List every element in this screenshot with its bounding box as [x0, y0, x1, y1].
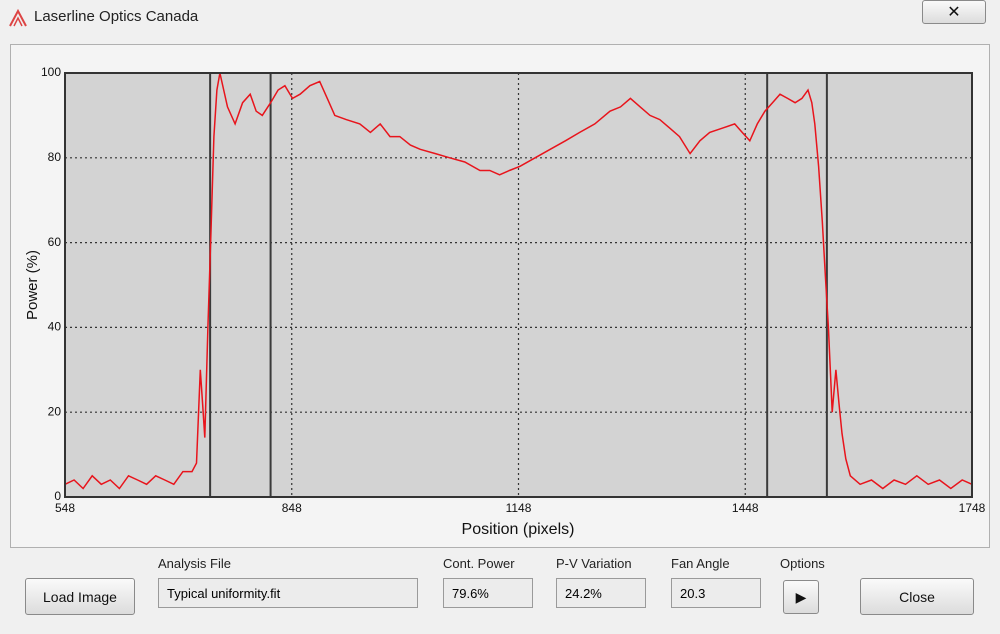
options-button[interactable]: ▶ — [783, 580, 819, 614]
window-title: Laserline Optics Canada — [34, 8, 199, 25]
app-icon — [9, 8, 27, 27]
label: Fan Angle — [671, 556, 730, 571]
load-image-button[interactable]: Load Image — [25, 578, 135, 615]
label: Analysis File — [158, 556, 231, 571]
x-tick-label: 848 — [282, 501, 302, 515]
y-tick-label: 80 — [48, 150, 62, 164]
label: P-V Variation — [556, 556, 632, 571]
plot-frame — [64, 72, 973, 498]
y-tick-label: 100 — [41, 65, 61, 79]
data-line — [64, 72, 973, 490]
y-tick-label: 40 — [48, 320, 62, 334]
chart: Power (%) Position (pixels) 0 20 40 60 80 100… — [24, 65, 986, 538]
label: Options — [780, 556, 825, 571]
y-tick-label: 60 — [48, 235, 62, 249]
y-axis-label: Power (%) — [24, 250, 41, 320]
y-tick-label: 20 — [48, 404, 62, 418]
x-tick-label: 1448 — [732, 501, 759, 515]
analysis-file-field[interactable]: Typical uniformity.fit — [158, 578, 418, 608]
close-window-button[interactable]: ✕ — [922, 0, 986, 24]
cont-power-field: 79.6% — [443, 578, 533, 608]
x-axis-label: Position (pixels) — [462, 521, 575, 538]
pv-variation-field: 24.2% — [556, 578, 646, 608]
x-tick-label: 1748 — [959, 501, 986, 515]
y-tick-label: 0 — [54, 489, 61, 503]
fan-angle-field: 20.3 — [671, 578, 761, 608]
x-tick-label: 1148 — [506, 501, 532, 515]
label: Cont. Power — [443, 556, 515, 571]
close-button[interactable]: Close — [860, 578, 974, 615]
x-tick-label: 548 — [55, 501, 75, 515]
